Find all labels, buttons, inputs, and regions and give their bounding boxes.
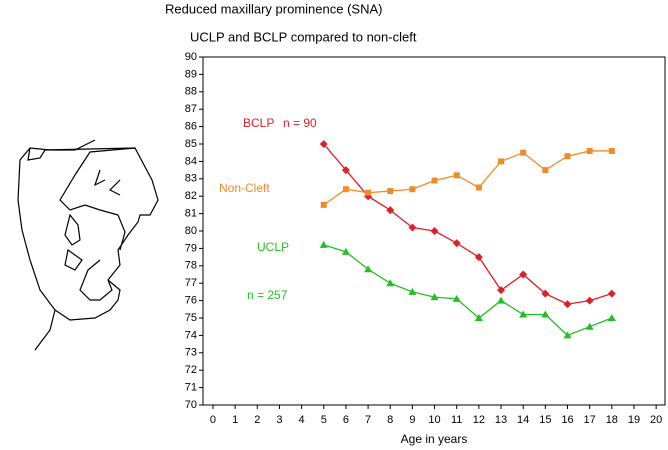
x-tick-label: 10	[428, 414, 440, 426]
marker	[563, 300, 572, 309]
marker	[474, 253, 483, 262]
marker	[519, 310, 528, 318]
series-line	[323, 143, 613, 305]
marker	[453, 172, 460, 179]
marker	[386, 279, 395, 287]
marker	[430, 293, 439, 301]
marker	[541, 310, 550, 318]
y-tick-label: 71	[185, 382, 197, 394]
x-tick-label: 14	[517, 414, 529, 426]
y-tick-label: 87	[185, 103, 197, 115]
marker	[386, 206, 395, 215]
annotation: n = 90	[283, 116, 317, 130]
chart-title: Reduced maxillary prominence (SNA)	[165, 1, 382, 16]
x-tick-label: 15	[539, 414, 551, 426]
marker	[586, 147, 593, 154]
marker	[474, 314, 483, 321]
x-tick-label: 1	[232, 414, 238, 426]
marker	[541, 289, 550, 298]
marker	[608, 147, 615, 154]
x-tick-label: 13	[495, 414, 507, 426]
marker	[408, 223, 417, 232]
marker	[452, 294, 461, 302]
marker	[387, 187, 394, 194]
marker	[319, 240, 328, 248]
marker	[452, 239, 461, 248]
marker	[475, 184, 482, 191]
x-tick-label: 19	[628, 414, 640, 426]
x-tick-label: 12	[473, 414, 485, 426]
marker	[564, 153, 571, 160]
marker	[341, 166, 350, 175]
marker	[364, 265, 373, 273]
x-tick-label: 16	[561, 414, 573, 426]
series-label: UCLP	[257, 240, 289, 254]
y-tick-label: 75	[185, 312, 197, 324]
marker	[408, 287, 417, 295]
x-tick-label: 8	[387, 414, 393, 426]
x-tick-label: 3	[276, 414, 282, 426]
chart-subtitle: UCLP and BCLP compared to non-cleft	[190, 29, 417, 44]
x-axis-label: Age in years	[401, 432, 468, 446]
x-tick-label: 6	[343, 414, 349, 426]
y-tick-label: 84	[185, 155, 197, 167]
series-label: Non-Cleft	[219, 181, 270, 195]
y-tick-label: 89	[185, 68, 197, 80]
y-tick-label: 73	[185, 347, 197, 359]
marker	[431, 177, 438, 184]
marker	[365, 189, 372, 196]
x-tick-label: 9	[409, 414, 415, 426]
y-tick-label: 74	[185, 329, 197, 341]
marker	[498, 158, 505, 165]
marker	[585, 296, 594, 305]
y-tick-label: 77	[185, 277, 197, 289]
y-tick-label: 76	[185, 295, 197, 307]
y-tick-label: 82	[185, 190, 197, 202]
marker	[342, 186, 349, 193]
series-label: BCLP	[243, 116, 274, 130]
marker	[319, 140, 328, 148]
marker	[320, 201, 327, 208]
face-sketch	[17, 139, 159, 351]
y-tick-label: 78	[185, 260, 197, 272]
marker	[520, 149, 527, 156]
y-tick-label: 80	[185, 225, 197, 237]
marker	[585, 322, 594, 330]
marker	[542, 167, 549, 174]
x-tick-label: 11	[451, 414, 462, 426]
x-tick-label: 4	[299, 414, 305, 426]
x-tick-label: 17	[584, 414, 596, 426]
marker	[607, 314, 616, 321]
y-tick-label: 79	[185, 242, 197, 254]
x-tick-label: 7	[365, 414, 371, 426]
marker	[341, 247, 350, 255]
y-tick-label: 88	[185, 86, 197, 98]
x-tick-label: 18	[606, 414, 618, 426]
y-tick-label: 83	[185, 173, 197, 185]
y-tick-label: 81	[185, 208, 197, 220]
x-tick-label: 20	[650, 414, 662, 426]
x-tick-label: 2	[254, 414, 260, 426]
y-tick-label: 85	[185, 138, 197, 150]
marker	[519, 270, 528, 279]
y-tick-label: 90	[185, 51, 197, 63]
marker	[497, 296, 506, 304]
marker	[497, 286, 506, 295]
series-line	[323, 244, 613, 337]
marker	[607, 289, 616, 298]
y-tick-label: 86	[185, 121, 197, 133]
series-line	[323, 150, 612, 206]
marker	[430, 227, 439, 235]
x-tick-label: 5	[321, 414, 327, 426]
y-tick-label: 70	[185, 399, 197, 411]
annotation: n = 257	[247, 288, 288, 302]
marker	[563, 331, 572, 339]
marker	[409, 186, 416, 193]
y-tick-label: 72	[185, 364, 197, 376]
x-tick-label: 0	[210, 414, 216, 426]
